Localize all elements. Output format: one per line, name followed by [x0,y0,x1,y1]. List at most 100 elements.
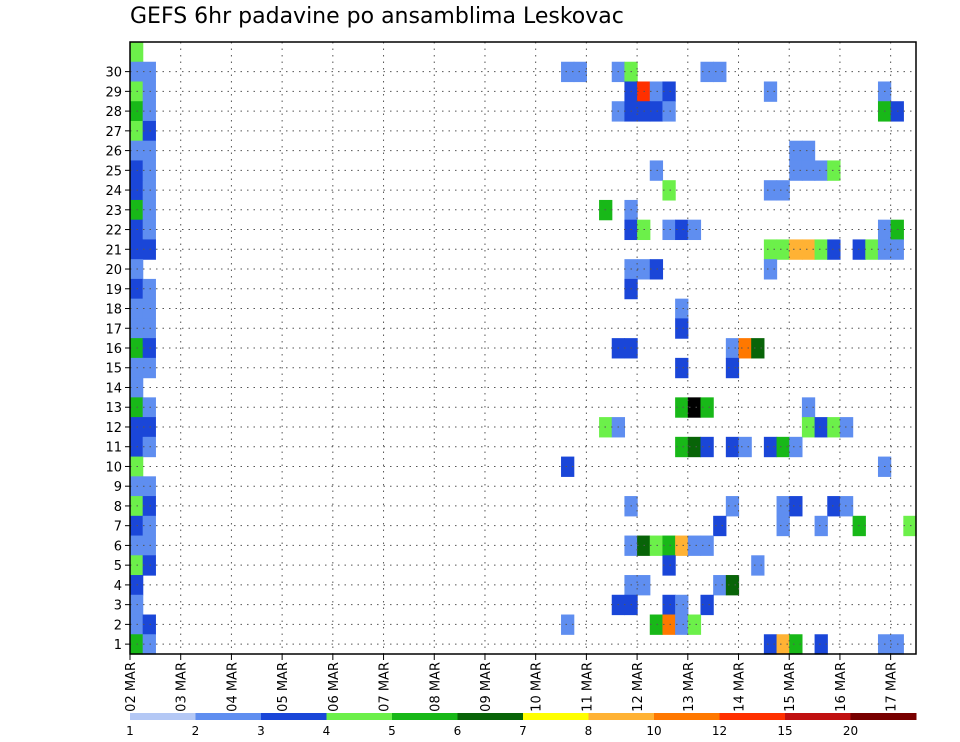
x-tick-label: 14 MAR [733,662,748,712]
heatmap-cell [142,614,156,635]
heatmap-cell [700,594,714,616]
heatmap-cell [903,515,917,537]
heatmap-cell [662,219,676,241]
legend-label: 1 [126,724,134,738]
heatmap-cell [649,160,664,181]
legend-swatch [785,713,851,720]
legend-label: 8 [585,724,593,738]
heatmap-cell [142,101,156,122]
x-tick-label: 04 MAR [225,662,240,712]
heatmap-cell [142,81,156,102]
heatmap-cell [839,417,854,438]
x-tick-label: 06 MAR [327,662,342,712]
heatmap-cell [675,594,689,616]
heatmap-cell [687,397,702,418]
y-tick-label: 3 [114,599,122,614]
heatmap-cell [675,614,689,635]
heatmap-cell [725,496,740,517]
heatmap-cell [801,140,816,162]
y-tick-label: 6 [114,539,122,554]
heatmap-cell [662,614,676,635]
legend-swatch [523,713,589,720]
heatmap-cell [649,259,664,280]
y-tick-label: 10 [105,460,122,475]
heatmap-cell [700,535,714,556]
heatmap-cell [561,614,575,635]
legend-label: 20 [843,724,858,738]
legend-swatch [392,713,458,720]
heatmap-cell [687,436,702,458]
heatmap-cell [142,199,156,221]
heatmap-cell [725,575,740,596]
heatmap-cell [789,160,803,181]
heatmap-cell [662,101,676,122]
heatmap-cell [700,397,714,418]
heatmap-cell [142,278,156,300]
y-tick-label: 30 [105,66,122,81]
heatmap-cell [763,634,778,655]
legend-label: 5 [388,724,396,738]
legend-label: 2 [192,724,200,738]
heatmap-cell [142,397,156,418]
x-tick-label: 09 MAR [479,662,494,712]
heatmap-cell [142,357,156,379]
heatmap-cell [789,634,803,655]
heatmap-cell [814,515,828,537]
heatmap-cell [763,259,778,280]
heatmap-cell [649,614,664,635]
legend-swatch [130,713,196,720]
heatmap-cell [814,160,828,181]
y-tick-label: 22 [105,224,122,239]
heatmap-cell [827,239,841,260]
heatmap-cell [789,496,803,517]
heatmap-cell [675,318,689,339]
legend-label: 15 [777,724,792,738]
heatmap-cell [142,555,156,576]
y-tick-label: 23 [105,204,122,219]
y-axis: 1234567891011121314151617181920212223242… [105,66,130,653]
heatmap-cell [130,42,144,63]
legend-label: 12 [712,724,727,738]
x-tick-label: 17 MAR [885,662,900,712]
x-tick-label: 03 MAR [175,662,190,712]
legend-swatch [654,713,720,720]
heatmap-cell [662,594,676,616]
heatmap-cell [763,239,778,260]
heatmap-cell [561,456,575,477]
heatmap-cell [789,140,803,162]
heatmap-cell [142,496,156,517]
y-tick-label: 13 [105,401,122,416]
heatmap-cell [776,515,790,537]
heatmap-cell [713,61,727,83]
heatmap-cell [763,180,778,201]
heatmap-cell [142,476,156,497]
y-tick-label: 1 [114,638,122,653]
heatmap-cell [827,496,841,517]
heatmap-cell [725,357,740,379]
heatmap-cell [751,555,765,576]
heatmap-cell [687,219,702,241]
grid-layer [130,42,916,654]
heatmap-cell [675,298,689,319]
legend-swatch [195,713,262,720]
heatmap-cell [814,634,828,655]
heatmap-cell [776,239,790,260]
heatmap-cell [675,397,689,418]
y-tick-label: 24 [105,184,122,199]
x-tick-label: 07 MAR [378,662,393,712]
heatmap-cell [776,634,790,655]
heatmap-cell [662,535,676,556]
y-tick-label: 14 [105,381,122,396]
heatmap-cell [687,614,702,635]
heatmap-cell [738,338,752,359]
x-tick-label: 16 MAR [834,662,849,712]
heatmap-cell [675,436,689,458]
y-tick-label: 11 [105,441,122,456]
heatmap-cell [142,417,156,438]
heatmap-cell [649,101,664,122]
x-tick-label: 11 MAR [580,662,595,712]
heatmap-cell [142,239,156,260]
y-tick-label: 21 [105,243,122,258]
y-tick-label: 9 [114,480,122,495]
y-tick-label: 20 [105,263,122,278]
